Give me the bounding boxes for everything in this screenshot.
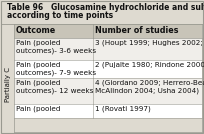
Bar (14, 38, 202, 60)
Text: Pain (pooled
outcomes)- 12 weeks: Pain (pooled outcomes)- 12 weeks (16, 80, 93, 94)
Bar (14, 60, 202, 78)
Text: 1 (Rovati 1997): 1 (Rovati 1997) (95, 106, 151, 113)
Text: according to time points: according to time points (7, 11, 113, 20)
Text: 3 (Houpt 1999; Hughes 2002; Vajarad: 3 (Houpt 1999; Hughes 2002; Vajarad (95, 40, 204, 46)
Bar (14, 78, 202, 104)
Text: Pain (pooled
outcomes)- 3-6 weeks: Pain (pooled outcomes)- 3-6 weeks (16, 40, 96, 54)
Text: Pain (pooled
outcomes)- 7-9 weeks: Pain (pooled outcomes)- 7-9 weeks (16, 62, 96, 76)
Text: Partially C: Partially C (5, 68, 11, 103)
Text: 4 (Giordano 2009; Herrero-Beaumont
McAlindon 2004; Usha 2004): 4 (Giordano 2009; Herrero-Beaumont McAli… (95, 80, 204, 94)
Text: Table 96   Glucosamine hydrochloride and sulfate ver: Table 96 Glucosamine hydrochloride and s… (7, 3, 204, 12)
Text: Number of studies: Number of studies (95, 26, 178, 35)
Bar (14, 24, 202, 38)
Text: Outcome: Outcome (16, 26, 56, 35)
Text: Pain (pooled: Pain (pooled (16, 106, 61, 113)
Text: 2 (Pujalte 1980; Rindone 2000): 2 (Pujalte 1980; Rindone 2000) (95, 62, 204, 68)
Bar (14, 104, 202, 118)
